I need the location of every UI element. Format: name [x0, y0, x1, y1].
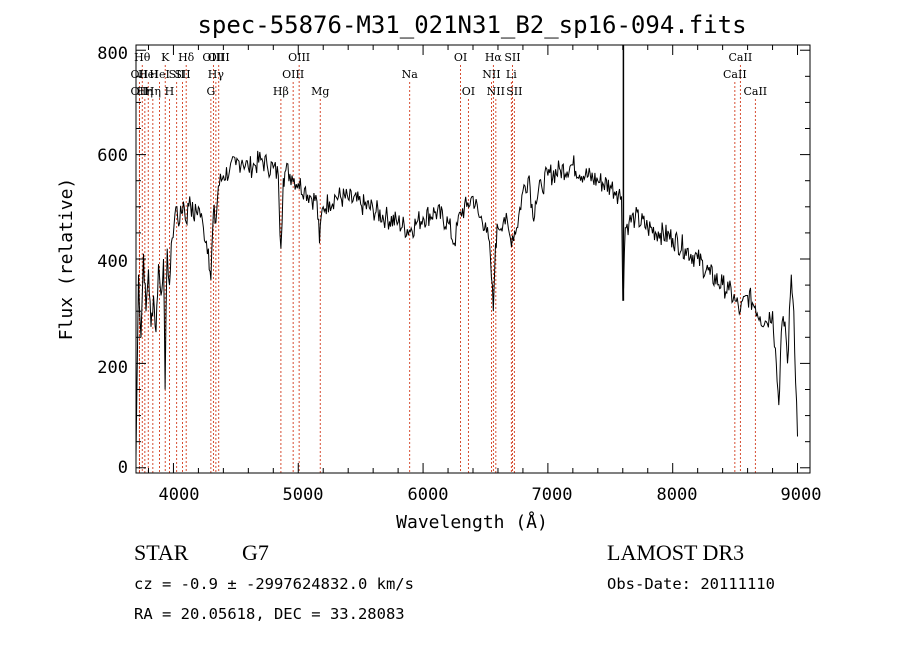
line-label: CaII	[723, 68, 747, 81]
line-label: NII	[482, 68, 500, 81]
line-label: Hη	[137, 85, 153, 98]
object-subclass: G7	[242, 540, 269, 565]
ytick-label: 400	[97, 252, 128, 272]
line-label: NII	[487, 85, 505, 98]
xtick-label: 8000	[657, 485, 698, 505]
line-label: OII	[131, 68, 149, 81]
line-label: HeI	[138, 68, 158, 81]
xtick-label: 6000	[408, 485, 449, 505]
redshift-cz: cz = -0.9 ± -2997624832.0 km/s	[134, 575, 414, 593]
line-label: Li	[506, 68, 517, 81]
line-label: OIII	[282, 68, 304, 81]
survey-name: LAMOST DR3	[607, 540, 744, 565]
line-label: CaII	[729, 51, 753, 64]
line-label: Hη	[145, 85, 161, 98]
line-label: Hβ	[273, 85, 289, 98]
line-label: OIII	[288, 51, 310, 64]
line-label: Hδ	[178, 51, 195, 64]
coordinates: RA = 20.05618, DEC = 33.28083	[134, 605, 405, 623]
line-label: Hθ	[134, 51, 151, 64]
axis-ticks	[136, 45, 810, 473]
line-label: SII	[174, 68, 190, 81]
line-label: SII	[169, 68, 185, 81]
line-label: G	[206, 85, 215, 98]
line-label: OI	[454, 51, 467, 64]
line-label: Na	[402, 68, 419, 81]
y-axis-label: Flux (relative)	[56, 178, 77, 341]
obs-date: Obs-Date: 20111110	[607, 575, 775, 593]
x-axis-label: Wavelength (Å)	[396, 511, 548, 533]
line-label: OIII	[202, 51, 224, 64]
line-label: SII	[506, 85, 522, 98]
line-markers	[138, 65, 756, 473]
flux-series	[135, 150, 798, 458]
line-label: OIII	[208, 51, 230, 64]
xtick-label: 7000	[532, 485, 573, 505]
plot-frame	[135, 44, 811, 474]
ytick-label: 0	[118, 458, 128, 478]
xtick-label: 9000	[781, 485, 822, 505]
object-class: STAR	[134, 540, 189, 565]
line-label: SII	[504, 51, 520, 64]
ytick-label: 600	[97, 146, 128, 166]
chart-title: spec-55876-M31_021N31_B2_sp16-094.fits	[197, 11, 746, 39]
line-label: OI	[462, 85, 475, 98]
line-label: H	[165, 85, 175, 98]
line-labels: OIIOIIHθHηHeIHηHeIKHSIISIIHδGOIIIHγOIIIH…	[131, 51, 768, 98]
line-label: OII	[131, 85, 149, 98]
line-label: HeI	[149, 68, 169, 81]
line-label: Hα	[485, 51, 503, 64]
line-label: Mg	[311, 85, 329, 98]
line-label: K	[161, 51, 170, 64]
ytick-label: 200	[97, 358, 128, 378]
xtick-label: 4000	[159, 485, 200, 505]
line-label: CaII	[743, 85, 767, 98]
xtick-label: 5000	[283, 485, 324, 505]
ytick-label: 800	[97, 44, 128, 64]
line-label: Hγ	[208, 68, 225, 81]
